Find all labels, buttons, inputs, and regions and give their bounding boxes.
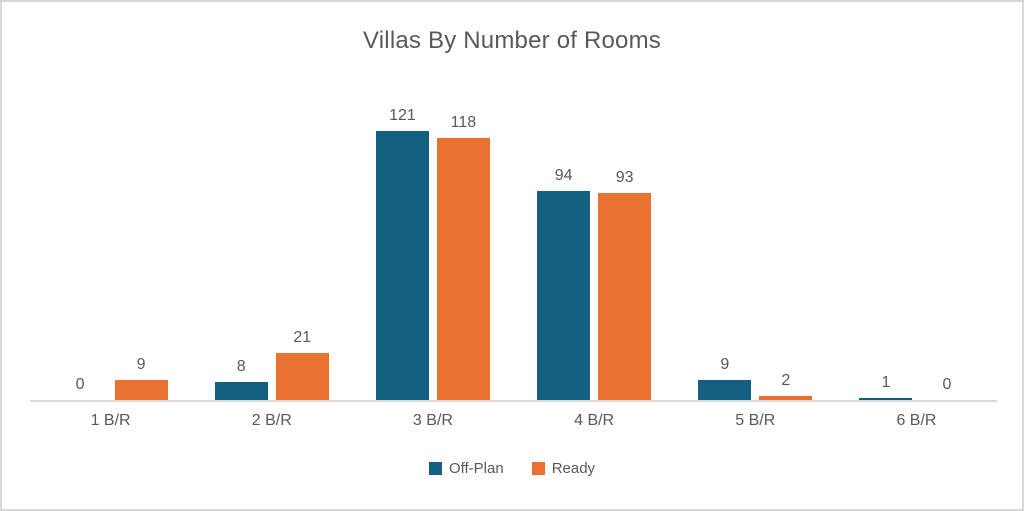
legend-item-ready: Ready <box>531 460 596 477</box>
bar-ready <box>759 395 813 400</box>
bar-column-ready: 2 <box>759 100 813 400</box>
bar-off-plan <box>214 382 268 400</box>
chart-title: Villas By Number of Rooms <box>363 27 661 54</box>
data-label: 2 <box>781 371 791 389</box>
legend-item-off-plan: Off-Plan <box>428 460 504 477</box>
bar-group-2-b-r: 8 21 <box>191 100 352 400</box>
bar-off-plan <box>859 397 913 400</box>
data-label: 21 <box>293 329 312 347</box>
data-label: 94 <box>554 167 573 185</box>
x-tick-label: 3 B/R <box>412 412 453 429</box>
bar-column-ready: 0 <box>920 100 973 400</box>
x-tick-label: 2 B/R <box>251 412 292 429</box>
bar-column-ready: 93 <box>598 100 652 400</box>
data-label: 9 <box>136 356 146 373</box>
bar-column-ready: 118 <box>436 100 490 400</box>
data-label: 0 <box>942 376 952 393</box>
x-tick-label: 6 B/R <box>896 412 937 429</box>
bar-ready <box>275 353 329 400</box>
bar-ready <box>114 380 168 400</box>
bar-ready <box>598 193 652 400</box>
data-label: 121 <box>389 107 416 125</box>
data-label: 118 <box>450 113 477 131</box>
plot-area: 0 9 8 21 121 118 94 93 9 2 1 0 <box>30 100 997 402</box>
data-label: 9 <box>720 356 730 373</box>
x-tick-label: 4 B/R <box>574 412 615 429</box>
bar-off-plan <box>537 191 591 400</box>
bar-column-ready: 9 <box>114 100 168 400</box>
bar-ready <box>436 137 490 400</box>
legend-swatch-icon <box>531 462 545 475</box>
legend-label: Off-Plan <box>448 460 504 477</box>
bar-column-off-plan: 8 <box>214 100 268 400</box>
bar-group-3-b-r: 121 118 <box>352 100 513 400</box>
data-label: 93 <box>615 169 634 187</box>
bar-column-off-plan: 1 <box>859 100 913 400</box>
bar-column-off-plan: 9 <box>698 100 752 400</box>
legend-swatch-icon <box>428 462 442 475</box>
data-label: 8 <box>236 358 246 376</box>
x-tick-label: 1 B/R <box>90 412 131 429</box>
data-label: 1 <box>881 373 891 391</box>
legend: Off-Plan Ready <box>2 460 1022 477</box>
bar-column-off-plan: 0 <box>54 100 107 400</box>
legend-label: Ready <box>551 460 596 477</box>
data-label: 0 <box>75 376 85 393</box>
bar-column-off-plan: 94 <box>537 100 591 400</box>
bar-column-ready: 21 <box>275 100 329 400</box>
bar-off-plan <box>698 380 752 400</box>
bar-group-4-b-r: 94 93 <box>514 100 675 400</box>
bar-off-plan <box>375 131 429 400</box>
x-tick-label: 5 B/R <box>735 412 776 429</box>
x-axis-labels: 1 B/R 2 B/R 3 B/R 4 B/R 5 B/R 6 B/R <box>30 402 997 438</box>
bar-column-off-plan: 121 <box>375 100 429 400</box>
